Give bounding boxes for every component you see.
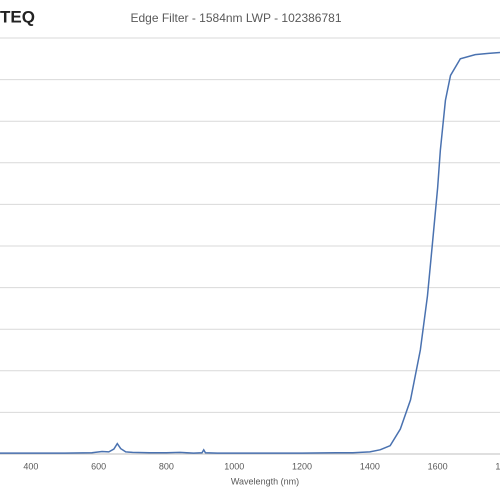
x-tick-label: 1800 bbox=[495, 461, 500, 471]
x-axis-label: Wavelength (nm) bbox=[231, 476, 299, 486]
x-tick-label: 1600 bbox=[428, 461, 448, 471]
x-tick-label: 1400 bbox=[360, 461, 380, 471]
x-tick-label: 1000 bbox=[224, 461, 244, 471]
x-tick-label: 800 bbox=[159, 461, 174, 471]
x-tick-label: 1200 bbox=[292, 461, 312, 471]
logo: TEQ bbox=[0, 7, 35, 26]
chart-title: Edge Filter - 1584nm LWP - 102386781 bbox=[130, 11, 341, 25]
x-tick-label: 400 bbox=[23, 461, 38, 471]
data-line bbox=[0, 51, 500, 454]
x-tick-label: 600 bbox=[91, 461, 106, 471]
